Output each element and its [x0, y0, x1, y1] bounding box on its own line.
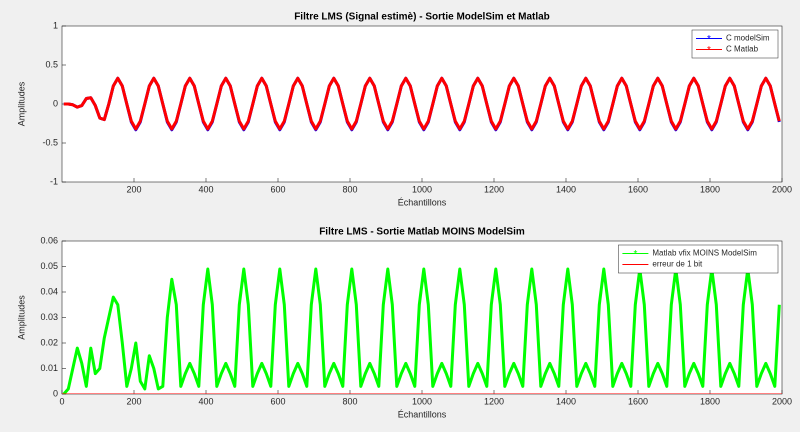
legend-label: Matlab vfix MOINS ModelSim: [652, 249, 757, 258]
y-tick-label: 0.01: [40, 363, 58, 373]
y-tick-label: 0: [53, 388, 58, 398]
x-tick-label: 1800: [700, 396, 720, 406]
legend-label: C Matlab: [726, 45, 759, 54]
x-tick-label: 2000: [772, 184, 792, 194]
x-tick-label: 2000: [772, 396, 792, 406]
y-tick-label: 0.03: [40, 312, 58, 322]
x-tick-label: 600: [270, 184, 285, 194]
legend-box: [691, 29, 779, 59]
x-tick-label: 1600: [628, 184, 648, 194]
x-tick-label: 1800: [700, 184, 720, 194]
y-tick-label: 0.06: [40, 235, 58, 245]
legend-marker: *: [633, 249, 637, 260]
y-axis-label: Amplitudes: [16, 295, 26, 340]
x-tick-label: 1000: [412, 184, 432, 194]
y-tick-label: -1: [50, 176, 58, 186]
x-tick-label: 1400: [556, 396, 576, 406]
x-tick-label: 800: [342, 184, 357, 194]
x-tick-label: 0: [59, 396, 64, 406]
legend-marker: *: [707, 45, 711, 56]
y-tick-label: 0.05: [40, 261, 58, 271]
x-tick-label: 1200: [484, 184, 504, 194]
x-tick-label: 200: [126, 396, 141, 406]
y-axis-label: Amplitudes: [16, 81, 26, 126]
x-tick-label: 1200: [484, 396, 504, 406]
y-tick-label: -0.5: [42, 137, 58, 147]
series-line: [63, 76, 781, 131]
x-tick-label: 200: [126, 184, 141, 194]
x-axis-label: Échantillons: [398, 197, 447, 207]
legend-label: C modelSim: [726, 34, 770, 43]
x-tick-label: 600: [270, 396, 285, 406]
x-tick-label: 400: [198, 396, 213, 406]
x-tick-label: 400: [198, 184, 213, 194]
y-tick-label: 0: [53, 98, 58, 108]
legend-label: erreur de 1 bit: [652, 260, 703, 269]
x-tick-label: 1600: [628, 396, 648, 406]
axes-background: [61, 25, 783, 183]
y-tick-label: 0.5: [45, 59, 58, 69]
series-line: [62, 267, 781, 394]
x-tick-label: 800: [342, 396, 357, 406]
x-tick-label: 1000: [412, 396, 432, 406]
y-tick-label: 1: [53, 20, 58, 30]
legend-box: [618, 244, 779, 274]
y-tick-label: 0.04: [40, 286, 58, 296]
x-axis-label: Échantillons: [398, 409, 447, 419]
x-tick-label: 1400: [556, 184, 576, 194]
legend-marker: *: [707, 34, 711, 45]
chart-title: Filtre LMS (Signal estimè) - Sortie Mode…: [294, 12, 550, 23]
chart-title: Filtre LMS - Sortie Matlab MOINS ModelSi…: [319, 227, 525, 238]
y-tick-label: 0.02: [40, 337, 58, 347]
